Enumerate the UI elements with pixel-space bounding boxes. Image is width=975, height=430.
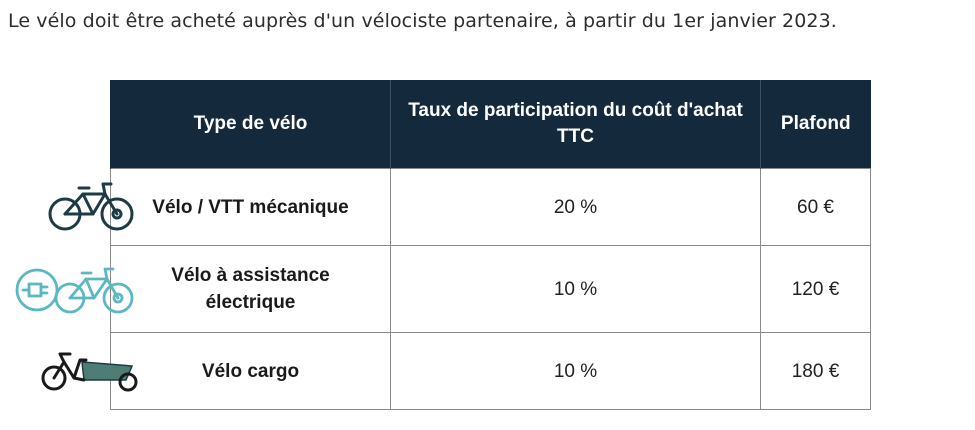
cell-cap: 120 € <box>760 245 871 333</box>
table-row: Vélo / VTT mécanique 20 % 60 € <box>110 168 871 246</box>
cell-participation-rate: 20 % <box>390 168 761 246</box>
electric-bicycle-icon <box>15 267 134 314</box>
bike-subsidy-table: Type de vélo Taux de participation du co… <box>110 80 871 410</box>
cargo-bike-icon <box>41 352 138 392</box>
cell-cap: 180 € <box>760 332 871 410</box>
header-participation-rate: Taux de participation du coût d'achat TT… <box>390 80 761 169</box>
cell-bike-type: Vélo à assistance électrique <box>110 245 391 333</box>
cell-participation-rate: 10 % <box>390 332 761 410</box>
header-cap: Plafond <box>760 80 871 169</box>
intro-text: Le vélo doit être acheté auprès d'un vél… <box>8 10 837 32</box>
bicycle-icon <box>48 182 134 231</box>
table-row: Vélo cargo 10 % 180 € <box>110 332 871 410</box>
cell-participation-rate: 10 % <box>390 245 761 333</box>
cell-bike-type: Vélo cargo <box>110 332 391 410</box>
table-row: Vélo à assistance électrique 10 % 120 € <box>110 245 871 333</box>
header-bike-type: Type de vélo <box>110 80 391 169</box>
cell-cap: 60 € <box>760 168 871 246</box>
cell-bike-type: Vélo / VTT mécanique <box>110 168 391 246</box>
table-header-row: Type de vélo Taux de participation du co… <box>110 80 871 169</box>
